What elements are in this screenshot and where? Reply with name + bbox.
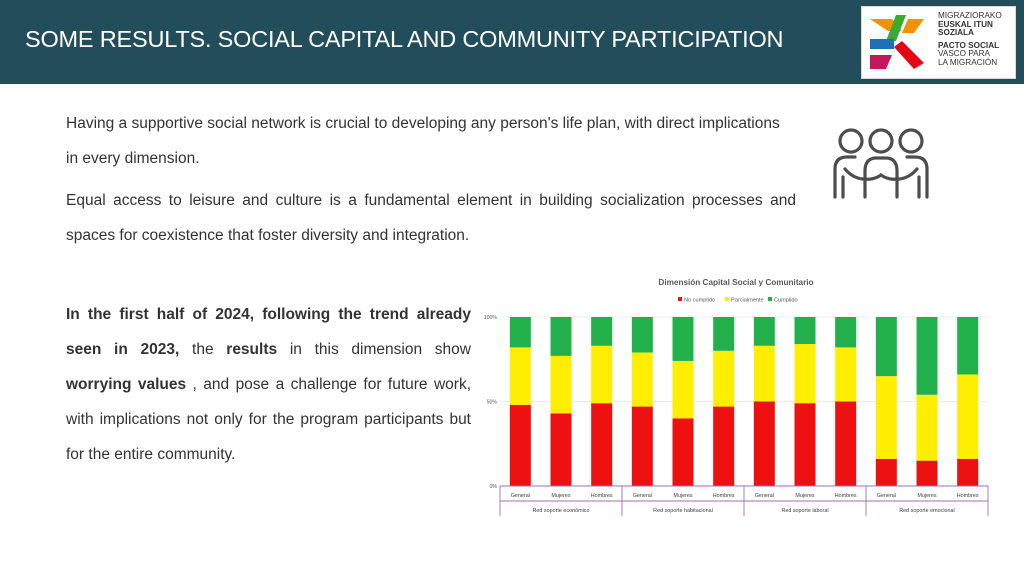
logo-line: LA MIGRACIÓN bbox=[938, 57, 998, 67]
logo-line: EUSKAL ITUN bbox=[938, 19, 993, 29]
pacto-social-logo-icon bbox=[870, 15, 924, 69]
bar-segment bbox=[509, 317, 531, 348]
bar-segment bbox=[631, 406, 653, 486]
bar-segment bbox=[916, 317, 938, 395]
group-label: Red soporte laboral bbox=[781, 508, 828, 514]
legend-label: Cumplido bbox=[774, 298, 798, 304]
results-text: , and pose a challenge for future work, … bbox=[66, 376, 472, 463]
bar-segment bbox=[794, 344, 816, 404]
x-tick-label: Mujeres bbox=[917, 493, 936, 499]
results-text-bold: In the first half of 2024, following the… bbox=[66, 306, 471, 358]
people-group-icon bbox=[833, 128, 929, 199]
chart-title: Dimensión Capital Social y Comunitario bbox=[658, 278, 813, 287]
bar-segment bbox=[550, 317, 572, 356]
access-paragraph: Equal access to leisure and culture is a… bbox=[66, 192, 796, 244]
header-bar: SOME RESULTS. SOCIAL CAPITAL AND COMMUNI… bbox=[0, 0, 1024, 84]
results-paragraph: In the first half of 2024, following the… bbox=[66, 297, 471, 472]
bar-segment bbox=[631, 352, 653, 407]
x-tick-label: General bbox=[511, 493, 530, 499]
bar-segment bbox=[753, 317, 775, 346]
bar-segment bbox=[550, 413, 572, 486]
legend-label: No cumplido bbox=[684, 298, 715, 304]
logo-text: MIGRAZIORAKO EUSKAL ITUN SOZIALA PACTO S… bbox=[938, 11, 1016, 68]
bar-segment bbox=[631, 317, 653, 353]
x-tick-label: Hombres bbox=[591, 493, 613, 499]
bar-segment bbox=[957, 374, 979, 459]
bar-segment bbox=[875, 317, 897, 377]
legend-swatch bbox=[678, 297, 682, 301]
bar-segment bbox=[835, 317, 857, 348]
bar-segment bbox=[509, 404, 531, 486]
logo-line: PACTO SOCIAL bbox=[938, 40, 1000, 50]
logo-line: SOZIALA bbox=[938, 28, 974, 38]
logo: MIGRAZIORAKO EUSKAL ITUN SOZIALA PACTO S… bbox=[861, 6, 1016, 79]
bar-segment bbox=[591, 403, 613, 486]
x-tick-label: Mujeres bbox=[551, 493, 570, 499]
y-tick-label: 50% bbox=[487, 400, 498, 406]
x-tick-label: General bbox=[633, 493, 652, 499]
bar-segment bbox=[794, 403, 816, 486]
bar-segment bbox=[875, 376, 897, 459]
y-tick-label: 100% bbox=[484, 315, 498, 321]
x-tick-label: Hombres bbox=[835, 493, 857, 499]
intro-paragraph: Having a supportive social network is cr… bbox=[66, 115, 780, 167]
group-label: Red soporte emocional bbox=[899, 508, 954, 514]
x-tick-label: General bbox=[755, 493, 774, 499]
group-label: Red soporte habitacional bbox=[653, 508, 713, 514]
logo-line: MIGRAZIORAKO bbox=[938, 11, 1002, 20]
bar-segment bbox=[713, 406, 735, 486]
logo-line: VASCO PARA bbox=[938, 49, 991, 59]
bar-segment bbox=[672, 360, 694, 419]
bar-segment bbox=[916, 460, 938, 486]
bar-segment bbox=[672, 418, 694, 486]
bar-segment bbox=[753, 401, 775, 486]
x-tick-label: Hombres bbox=[957, 493, 979, 499]
bar-segment bbox=[916, 394, 938, 461]
bar-segment bbox=[672, 317, 694, 361]
results-text: in this dimension show bbox=[277, 341, 471, 358]
bar-segment bbox=[509, 347, 531, 405]
legend-label: Parcialmente bbox=[731, 298, 764, 304]
bar-segment bbox=[713, 317, 735, 351]
results-text-bold: worrying values bbox=[66, 376, 187, 393]
group-label: Red soporte económico bbox=[533, 508, 590, 514]
x-tick-label: Hombres bbox=[713, 493, 735, 499]
bar-segment bbox=[794, 317, 816, 345]
page-title: SOME RESULTS. SOCIAL CAPITAL AND COMMUNI… bbox=[25, 26, 784, 52]
bar-segment bbox=[875, 458, 897, 486]
x-tick-label: General bbox=[877, 493, 896, 499]
bar-segment bbox=[753, 345, 775, 402]
legend-swatch bbox=[768, 297, 772, 301]
bar-segment bbox=[550, 355, 572, 414]
legend-swatch bbox=[725, 297, 729, 301]
results-text-bold: results bbox=[226, 341, 278, 358]
bar-segment bbox=[957, 317, 979, 375]
y-tick-label: 0% bbox=[490, 484, 498, 490]
bar-segment bbox=[591, 317, 613, 346]
bar-segment bbox=[591, 345, 613, 404]
bar-segment bbox=[957, 458, 979, 486]
bar-segment bbox=[713, 350, 735, 407]
stacked-bar-chart: Dimensión Capital Social y Comunitario No… bbox=[484, 278, 989, 516]
x-tick-label: Mujeres bbox=[673, 493, 692, 499]
results-text: the bbox=[179, 341, 227, 358]
bar-segment bbox=[835, 347, 857, 402]
x-tick-label: Mujeres bbox=[795, 493, 814, 499]
bar-segment bbox=[835, 401, 857, 486]
